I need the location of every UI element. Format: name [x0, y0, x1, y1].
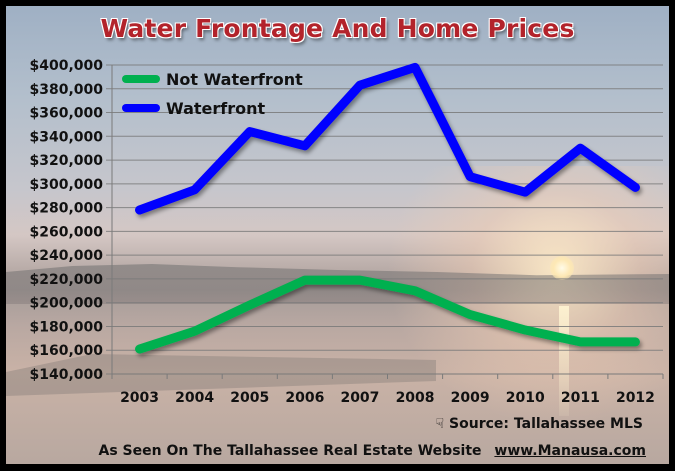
- y-tick-label: $140,000: [29, 367, 103, 383]
- data-point: [194, 330, 196, 332]
- y-tick-label: $180,000: [29, 319, 103, 335]
- data-point: [304, 145, 306, 147]
- y-tick-label: $400,000: [29, 58, 103, 74]
- y-tick-label: $260,000: [29, 224, 103, 240]
- legend-label: Not Waterfront: [166, 70, 303, 89]
- data-point: [304, 279, 306, 281]
- data-point: [194, 189, 196, 191]
- line-chart: $400,000 $380,000 $360,000 $340,000 $320,000…: [29, 58, 664, 406]
- sun-reflection: [559, 306, 569, 416]
- x-tick-label: 2004: [175, 390, 214, 406]
- chart-frame: Water Frontage And Home Prices $400,000 $…: [6, 6, 669, 464]
- data-point: [469, 176, 471, 178]
- y-tick-label: $300,000: [29, 177, 103, 193]
- x-tick-label: 2005: [230, 390, 269, 406]
- series-line-waterfront: [135, 62, 640, 215]
- legend: Not Waterfront Waterfront: [122, 70, 303, 118]
- data-point: [359, 84, 361, 86]
- y-tick-label: $280,000: [29, 201, 103, 217]
- axes: $400,000 $380,000 $360,000 $340,000 $320,000…: [29, 58, 664, 406]
- data-point: [359, 279, 361, 281]
- x-tick-label: 2006: [285, 390, 324, 406]
- website-link[interactable]: www.Manausa.com: [494, 443, 646, 459]
- y-tick-label: $360,000: [29, 106, 103, 122]
- data-point: [249, 304, 251, 306]
- series-line-not-waterfront: [135, 275, 640, 354]
- data-point: [139, 209, 141, 211]
- y-tick-label: $340,000: [29, 129, 103, 145]
- data-point: [139, 348, 141, 350]
- y-tick-label: $240,000: [29, 248, 103, 264]
- x-tick-label: 2011: [561, 390, 600, 406]
- data-point: [579, 341, 581, 343]
- x-tick-label: 2008: [396, 390, 435, 406]
- y-tick-label: $200,000: [29, 296, 103, 312]
- x-tick-label: 2012: [616, 390, 655, 406]
- series-lines: [135, 62, 640, 354]
- y-tick-label: $380,000: [29, 82, 103, 98]
- y-tick-label: $160,000: [29, 343, 103, 359]
- x-tick-label: 2010: [506, 390, 545, 406]
- y-tick-label: $220,000: [29, 272, 103, 288]
- data-point: [249, 131, 251, 133]
- data-point: [634, 341, 636, 343]
- legend-label: Waterfront: [166, 99, 266, 118]
- hand-pointer-icon: ☟: [435, 416, 445, 432]
- chart-title: Water Frontage And Home Prices: [100, 14, 575, 43]
- data-point: [579, 147, 581, 149]
- data-point: [414, 290, 416, 292]
- x-tick-label: 2007: [340, 390, 379, 406]
- data-point: [414, 66, 416, 68]
- data-point: [469, 314, 471, 316]
- data-point: [634, 186, 636, 188]
- data-point: [524, 191, 526, 193]
- source-note: ☟ Source: Tallahassee MLS: [393, 416, 643, 432]
- sun: [550, 256, 574, 280]
- y-tick-label: $320,000: [29, 153, 103, 169]
- x-tick-label: 2003: [120, 390, 159, 406]
- source-label: Source: Tallahassee MLS: [449, 416, 643, 432]
- x-tick-label: 2009: [451, 390, 490, 406]
- credit-text: As Seen On The Tallahassee Real Estate W…: [98, 443, 482, 459]
- data-point: [524, 329, 526, 331]
- credit-line: As Seen On The Tallahassee Real Estate W…: [66, 443, 646, 459]
